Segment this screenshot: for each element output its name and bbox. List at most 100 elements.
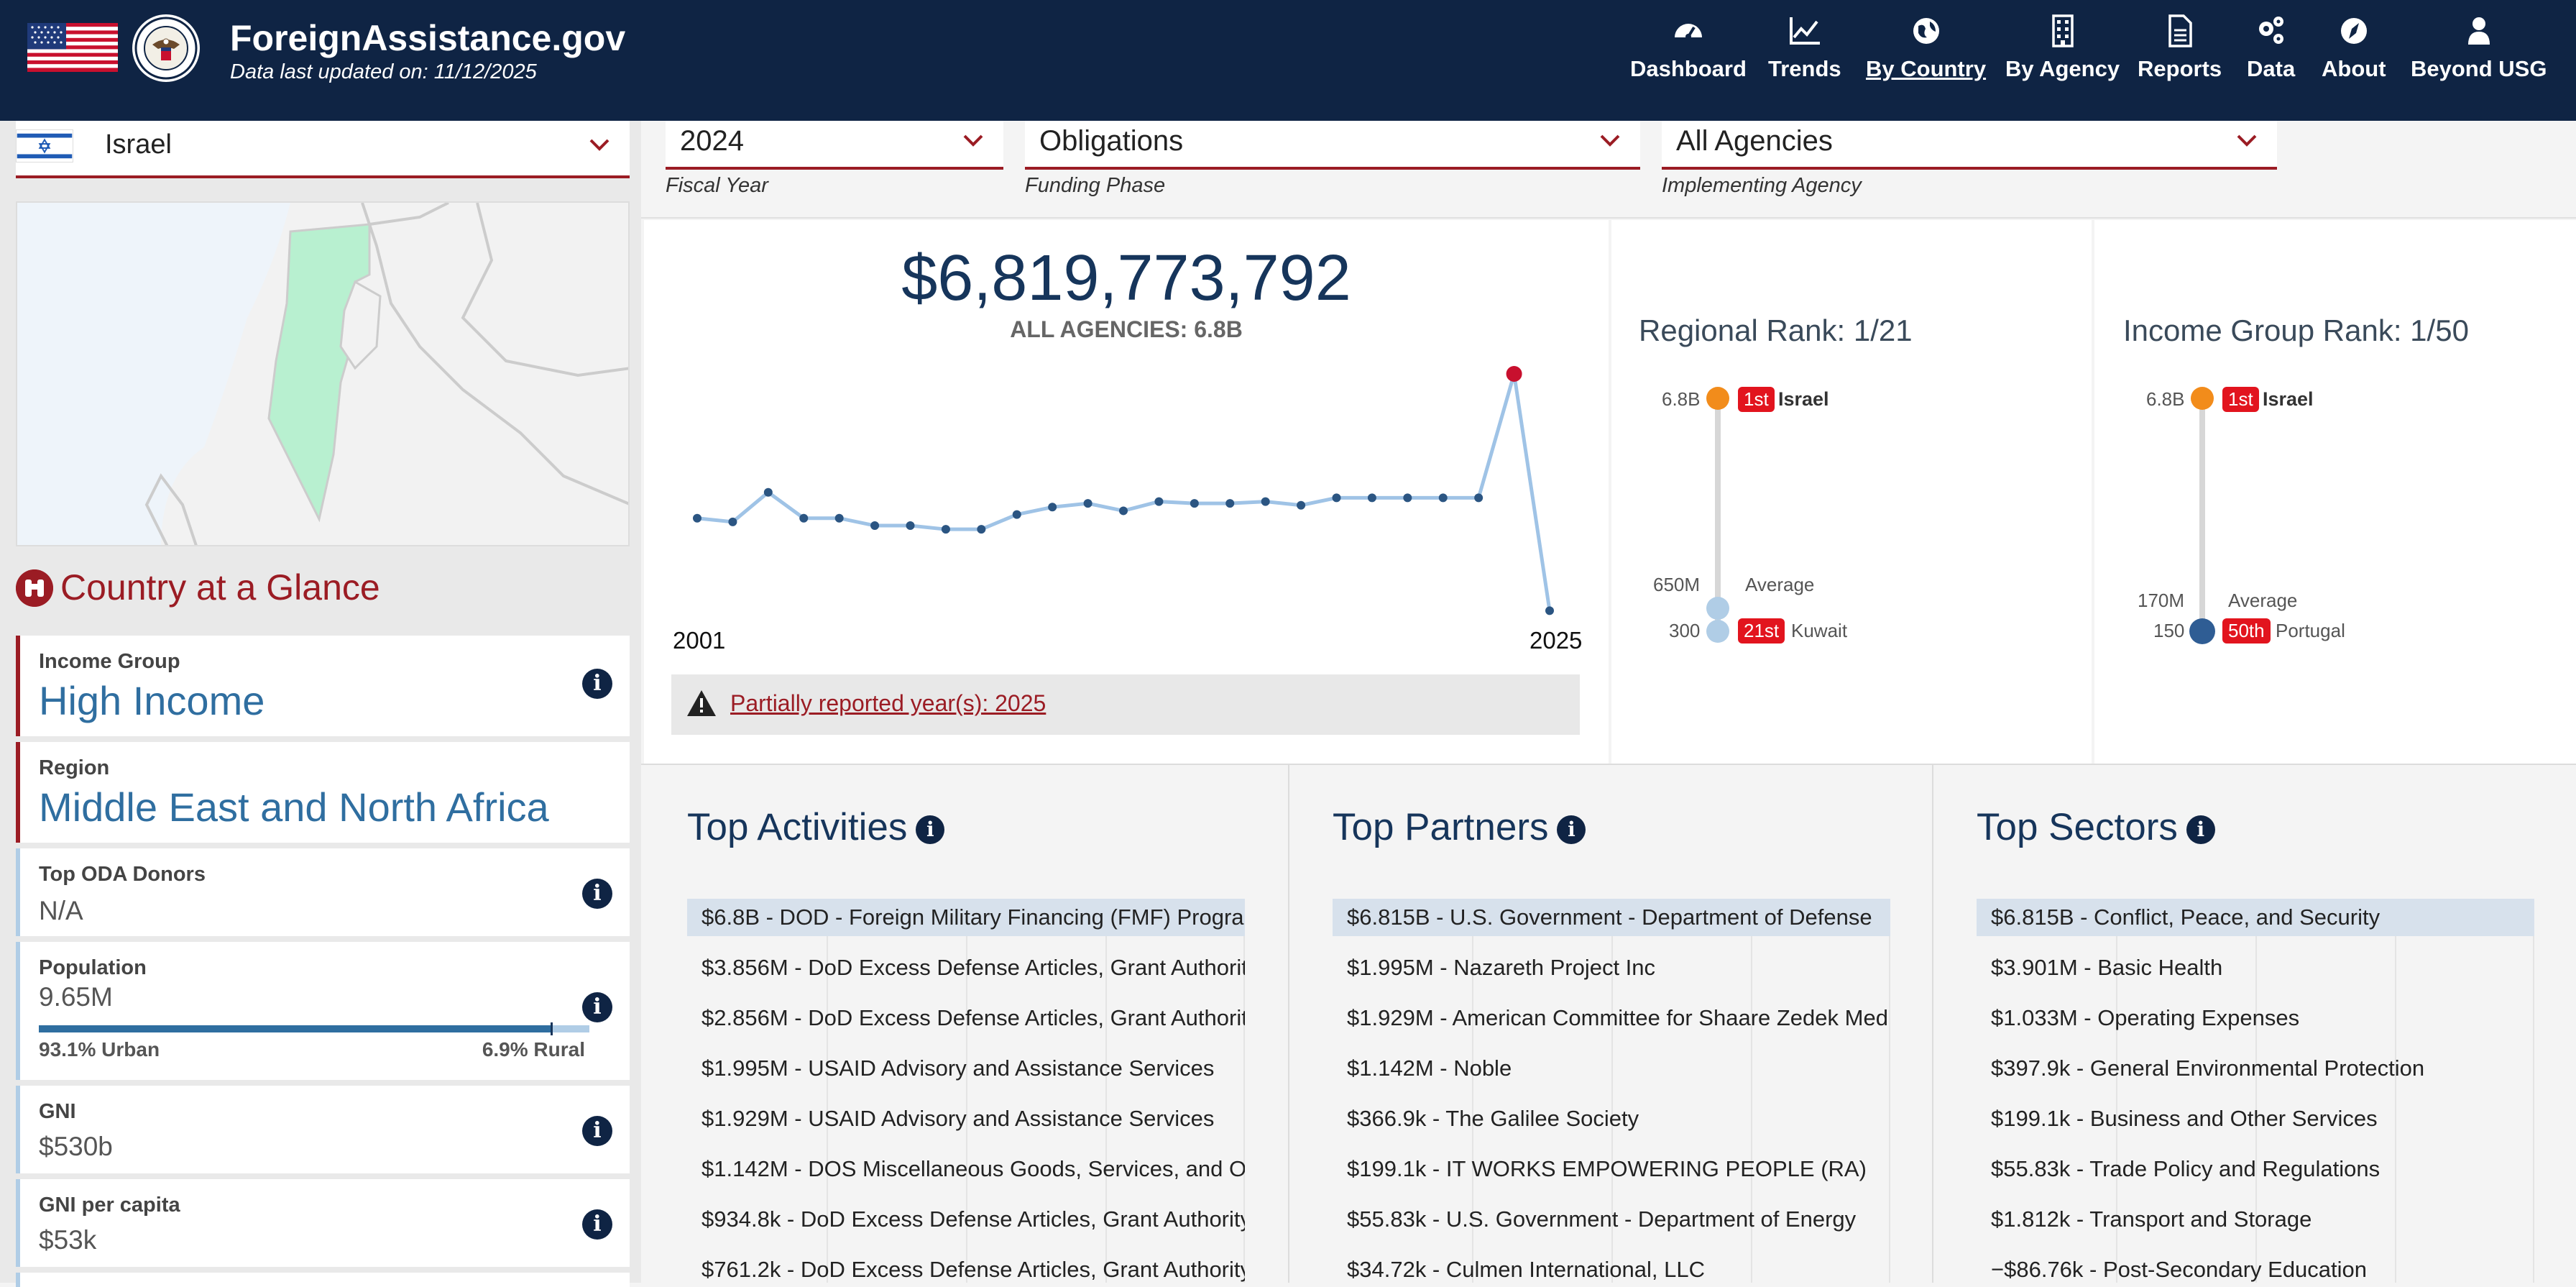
sector-item[interactable]: $1.033M - Operating Expenses — [1991, 1005, 2300, 1030]
sector-item[interactable]: −$86.76k - Post-Secondary Education — [1991, 1257, 2368, 1282]
info-icon[interactable]: i — [582, 1116, 612, 1146]
top-activities-list: $6.8B - DOD - Foreign Military Financing… — [687, 899, 1245, 1283]
info-icon[interactable]: i — [582, 1209, 612, 1240]
income-bottom-value: 150 — [2153, 620, 2185, 641]
partial-report-link[interactable]: Partially reported year(s): 2025 — [730, 690, 1046, 716]
trend-point[interactable] — [799, 513, 809, 523]
activity-item[interactable]: $934.8k - DoD Excess Defense Articles, G… — [702, 1206, 1245, 1232]
trend-point[interactable] — [1545, 606, 1554, 615]
trend-point[interactable] — [1297, 500, 1306, 510]
sector-item[interactable]: $199.1k - Business and Other Services — [1991, 1106, 2378, 1131]
info-icon[interactable]: i — [2186, 815, 2215, 844]
activity-item[interactable]: $761.2k - DoD Excess Defense Articles, G… — [702, 1257, 1245, 1282]
trend-point[interactable] — [1190, 499, 1199, 508]
funding-trend-chart[interactable] — [673, 338, 1586, 640]
state-department-seal-icon — [132, 14, 200, 82]
trend-point[interactable] — [834, 513, 844, 523]
trend-point[interactable] — [1403, 493, 1412, 503]
nav-data[interactable]: Data — [2247, 13, 2295, 82]
income-top-marker — [2191, 387, 2214, 410]
trend-point[interactable] — [1474, 493, 1484, 503]
info-icon[interactable]: i — [582, 669, 612, 699]
trend-point[interactable] — [1332, 493, 1341, 503]
trend-point[interactable] — [977, 525, 986, 534]
income-bottom-country[interactable]: Portugal — [2276, 620, 2345, 641]
trend-point[interactable] — [1119, 506, 1128, 516]
activity-item[interactable]: $3.856M - DoD Excess Defense Articles, G… — [702, 955, 1245, 980]
trend-point[interactable] — [1083, 499, 1092, 508]
partner-item[interactable]: $199.1k - IT WORKS EMPOWERING PEOPLE (RA… — [1347, 1156, 1867, 1181]
trend-point[interactable] — [1048, 503, 1057, 512]
info-icon[interactable]: i — [582, 992, 612, 1022]
funding-phase-select[interactable]: Obligations — [1025, 121, 1640, 170]
trend-point[interactable] — [1438, 493, 1448, 503]
regional-top-rank-badge: 1st — [1738, 387, 1775, 412]
activity-item[interactable]: $2.856M - DoD Excess Defense Articles, G… — [702, 1005, 1245, 1030]
partner-item[interactable]: $366.9k - The Galilee Society — [1347, 1106, 1639, 1131]
activity-item[interactable]: $1.929M - USAID Advisory and Assistance … — [702, 1106, 1215, 1131]
agency-select[interactable]: All Agencies — [1662, 121, 2277, 170]
population-value: 9.65M — [39, 982, 113, 1012]
info-icon[interactable]: i — [582, 879, 612, 909]
info-icon[interactable]: i — [916, 815, 945, 844]
regional-top-country[interactable]: Israel — [1778, 388, 1829, 410]
regional-rank-panel — [1611, 220, 2092, 764]
site-title[interactable]: ForeignAssistance.gov — [230, 18, 626, 58]
gni-per-capita-card: GNI per capita $53k i — [16, 1179, 630, 1267]
country-select[interactable]: Israel — [16, 121, 630, 178]
partner-item[interactable]: $1.142M - Noble — [1347, 1055, 1512, 1081]
income-average-label: Average — [2228, 590, 2298, 611]
income-bottom-rank-badge: 50th — [2222, 618, 2271, 644]
partner-item[interactable]: $1.995M - Nazareth Project Inc — [1347, 955, 1656, 980]
trend-point[interactable] — [1261, 497, 1270, 506]
gni-value: $530b — [39, 1132, 113, 1161]
sector-item[interactable]: $397.9k - General Environmental Protecti… — [1991, 1055, 2425, 1081]
region-value[interactable]: Middle East and North Africa — [39, 784, 549, 830]
nav-by-country[interactable]: By Country — [1866, 13, 1986, 82]
trend-point[interactable] — [1367, 493, 1376, 503]
funding-phase-caption: Funding Phase — [1025, 174, 1166, 197]
trend-point[interactable] — [1012, 510, 1021, 519]
sector-item[interactable]: $3.901M - Basic Health — [1991, 955, 2223, 980]
income-top-country[interactable]: Israel — [2263, 388, 2314, 410]
population-card: Population 9.65M 93.1% Urban 6.9% Rural … — [16, 942, 630, 1080]
nav-dashboard[interactable]: Dashboard — [1630, 13, 1747, 82]
trend-point[interactable] — [906, 521, 915, 531]
sector-item[interactable]: $1.812k - Transport and Storage — [1991, 1206, 2312, 1232]
trend-point[interactable] — [1225, 499, 1235, 508]
country-map[interactable] — [16, 201, 630, 546]
nav-about[interactable]: About — [2322, 13, 2386, 82]
top-partners-heading: Top Partners i — [1333, 805, 1586, 849]
partner-item[interactable]: $6.815B - U.S. Government - Department o… — [1333, 899, 1890, 936]
sector-item[interactable]: $55.83k - Trade Policy and Regulations — [1991, 1156, 2380, 1181]
trend-point[interactable] — [941, 525, 950, 534]
sector-item[interactable]: $6.815B - Conflict, Peace, and Security — [1977, 899, 2534, 936]
nav-beyond-usg[interactable]: Beyond USG — [2411, 13, 2547, 82]
regional-bottom-country[interactable]: Kuwait — [1791, 620, 1848, 641]
partner-item[interactable]: $1.929M - American Committee for Shaare … — [1347, 1005, 1888, 1030]
partner-item[interactable]: $55.83k - U.S. Government - Department o… — [1347, 1206, 1857, 1232]
income-group-value[interactable]: High Income — [39, 678, 265, 723]
activity-item[interactable]: $1.995M - USAID Advisory and Assistance … — [702, 1055, 1215, 1081]
income-top-rank-badge: 1st — [2222, 387, 2259, 412]
nav-by-agency[interactable]: By Agency — [2005, 13, 2120, 82]
us-flag-icon — [27, 23, 118, 72]
trend-point[interactable] — [693, 513, 702, 523]
trend-point[interactable] — [728, 517, 737, 526]
trend-point-highlight[interactable] — [1506, 366, 1522, 382]
nav-reports[interactable]: Reports — [2138, 13, 2222, 82]
info-icon[interactable]: i — [1557, 815, 1586, 844]
top-oda-donors-card: Top ODA Donors N/A i — [16, 848, 630, 936]
activity-item[interactable]: $1.142M - DOS Miscellaneous Goods, Servi… — [702, 1156, 1245, 1181]
binoculars-icon — [16, 569, 53, 607]
partner-item[interactable]: $34.72k - Culmen International, LLC — [1347, 1257, 1706, 1282]
trend-point[interactable] — [1154, 497, 1164, 506]
trend-point[interactable] — [763, 487, 773, 497]
fiscal-year-select[interactable]: 2024 — [666, 121, 1003, 170]
gni-per-capita-label: GNI per capita — [39, 1194, 180, 1217]
activity-item[interactable]: $6.8B - DOD - Foreign Military Financing… — [687, 899, 1245, 936]
regional-bottom-rank-badge: 21st — [1738, 618, 1785, 644]
top-activities-title: Top Activities — [687, 806, 908, 848]
trend-point[interactable] — [870, 521, 880, 531]
nav-trends[interactable]: Trends — [1768, 13, 1841, 82]
